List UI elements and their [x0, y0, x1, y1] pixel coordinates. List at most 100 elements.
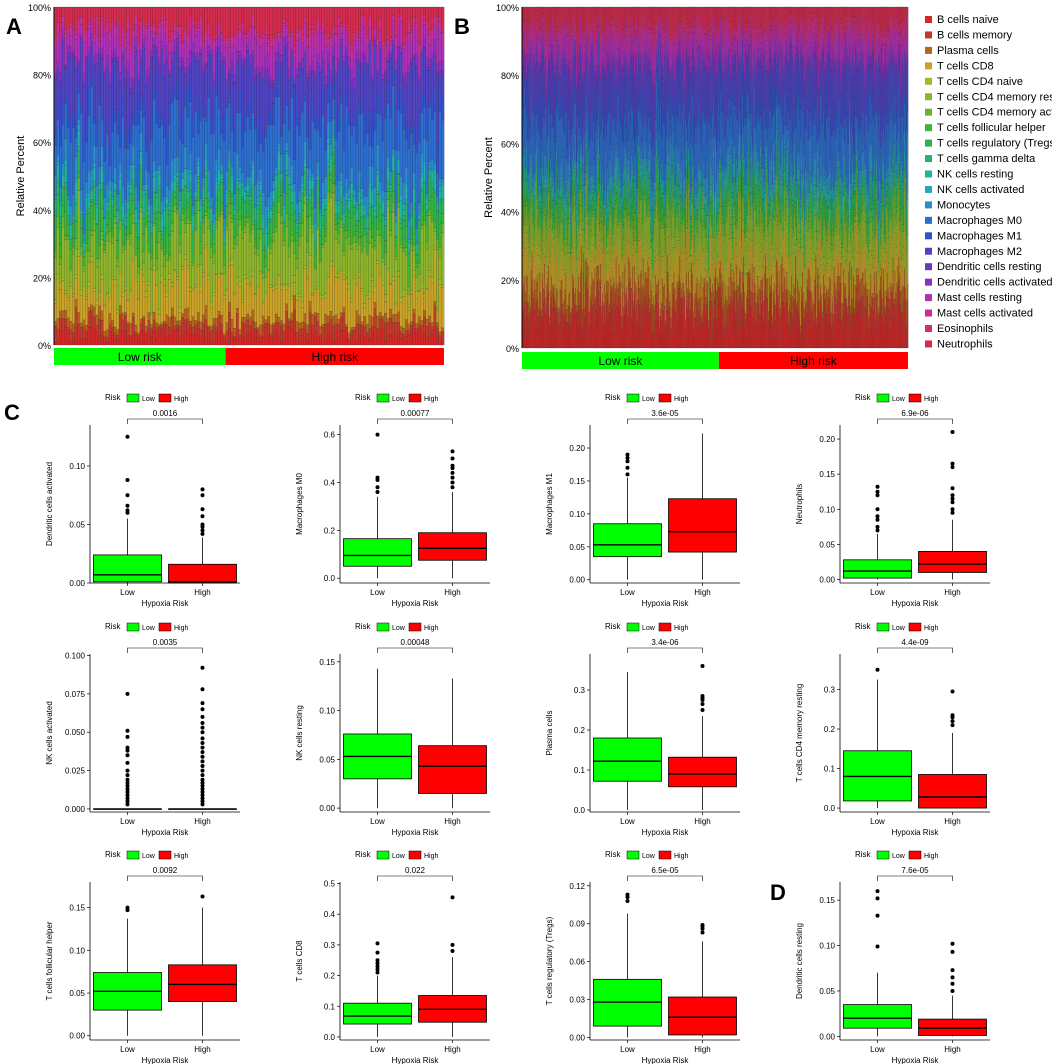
segment-19	[61, 16, 65, 23]
segment-0	[441, 338, 445, 346]
segment-13	[308, 150, 312, 170]
segment-2	[300, 321, 304, 329]
segment-13	[212, 133, 216, 214]
segment-0	[269, 336, 273, 346]
segment-1	[256, 329, 260, 338]
segment-19	[282, 23, 286, 26]
segment-4	[428, 270, 432, 277]
segment-12	[272, 180, 276, 190]
segment-8	[311, 193, 315, 209]
segment-5	[220, 214, 224, 274]
segment-18	[256, 42, 260, 67]
segment-11	[329, 155, 333, 160]
segment-12	[280, 154, 284, 173]
segment-20	[420, 14, 424, 20]
segment-4	[306, 277, 310, 280]
segment-12	[391, 148, 395, 154]
segment-11	[282, 205, 286, 209]
segment-18	[241, 30, 245, 60]
segment-12	[438, 178, 442, 187]
segment-14	[129, 131, 133, 144]
segment-4	[261, 301, 265, 304]
segment-6	[423, 219, 427, 225]
segment-9	[183, 185, 187, 188]
segment-18	[300, 42, 304, 59]
segment-13	[147, 172, 151, 199]
segment-18	[163, 32, 167, 65]
segment-1	[79, 327, 83, 340]
segment-21	[113, 6, 117, 24]
segment-10	[176, 176, 180, 184]
segment-4	[124, 285, 128, 291]
segment-1	[441, 331, 445, 339]
segment-9	[394, 236, 398, 238]
segment-8	[246, 195, 250, 213]
segment-15	[139, 62, 143, 96]
segment-21	[352, 6, 356, 30]
segment-10	[269, 210, 273, 220]
segment-1	[329, 319, 333, 332]
segment-18	[124, 47, 128, 68]
segment-21	[79, 6, 83, 15]
segment-16	[150, 56, 154, 59]
segment-2	[98, 305, 102, 320]
segment-1	[77, 323, 81, 341]
segment-5	[425, 248, 429, 289]
segment-11	[178, 200, 182, 205]
segment-12	[92, 145, 96, 163]
segment-13	[287, 130, 291, 157]
segment-9	[202, 200, 206, 206]
segment-11	[189, 169, 193, 174]
segment-12	[90, 169, 94, 190]
segment-1	[170, 315, 174, 331]
sample-bar	[152, 6, 156, 346]
segment-18	[285, 25, 289, 37]
segment-19	[274, 39, 278, 42]
segment-7	[272, 214, 276, 233]
segment-16	[425, 64, 429, 71]
segment-20	[181, 41, 185, 44]
segment-13	[303, 101, 307, 142]
segment-19	[415, 21, 419, 30]
segment-2	[79, 322, 83, 328]
segment-18	[243, 38, 247, 58]
segment-17	[79, 35, 83, 39]
segment-18	[332, 34, 336, 48]
segment-2	[181, 313, 185, 318]
segment-7	[61, 205, 65, 217]
segment-11	[243, 191, 247, 196]
segment-11	[285, 151, 289, 154]
segment-10	[238, 183, 242, 189]
segment-6	[360, 250, 364, 253]
segment-6	[306, 241, 310, 253]
segment-2	[285, 303, 289, 312]
segment-15	[113, 58, 117, 115]
segment-8	[298, 216, 302, 224]
segment-20	[137, 40, 141, 45]
segment-4	[152, 265, 156, 271]
segment-5	[246, 222, 250, 280]
segment-15	[399, 53, 403, 89]
segment-14	[105, 120, 109, 135]
segment-0	[342, 330, 346, 346]
segment-15	[79, 41, 83, 106]
segment-11	[74, 178, 78, 183]
segment-2	[165, 314, 169, 324]
segment-11	[415, 242, 419, 245]
segment-19	[168, 41, 172, 53]
segment-5	[352, 242, 356, 276]
segment-3	[147, 285, 151, 313]
segment-3	[321, 298, 325, 325]
segment-2	[113, 326, 117, 333]
segment-15	[150, 58, 154, 112]
segment-1	[251, 320, 255, 330]
sample-bar	[178, 6, 182, 346]
segment-10	[82, 242, 86, 252]
segment-20	[215, 33, 219, 39]
segment-13	[215, 95, 219, 160]
segment-20	[342, 21, 346, 28]
segment-7	[66, 224, 70, 237]
segment-15	[280, 67, 284, 129]
segment-8	[267, 221, 271, 234]
segment-21	[360, 6, 364, 14]
